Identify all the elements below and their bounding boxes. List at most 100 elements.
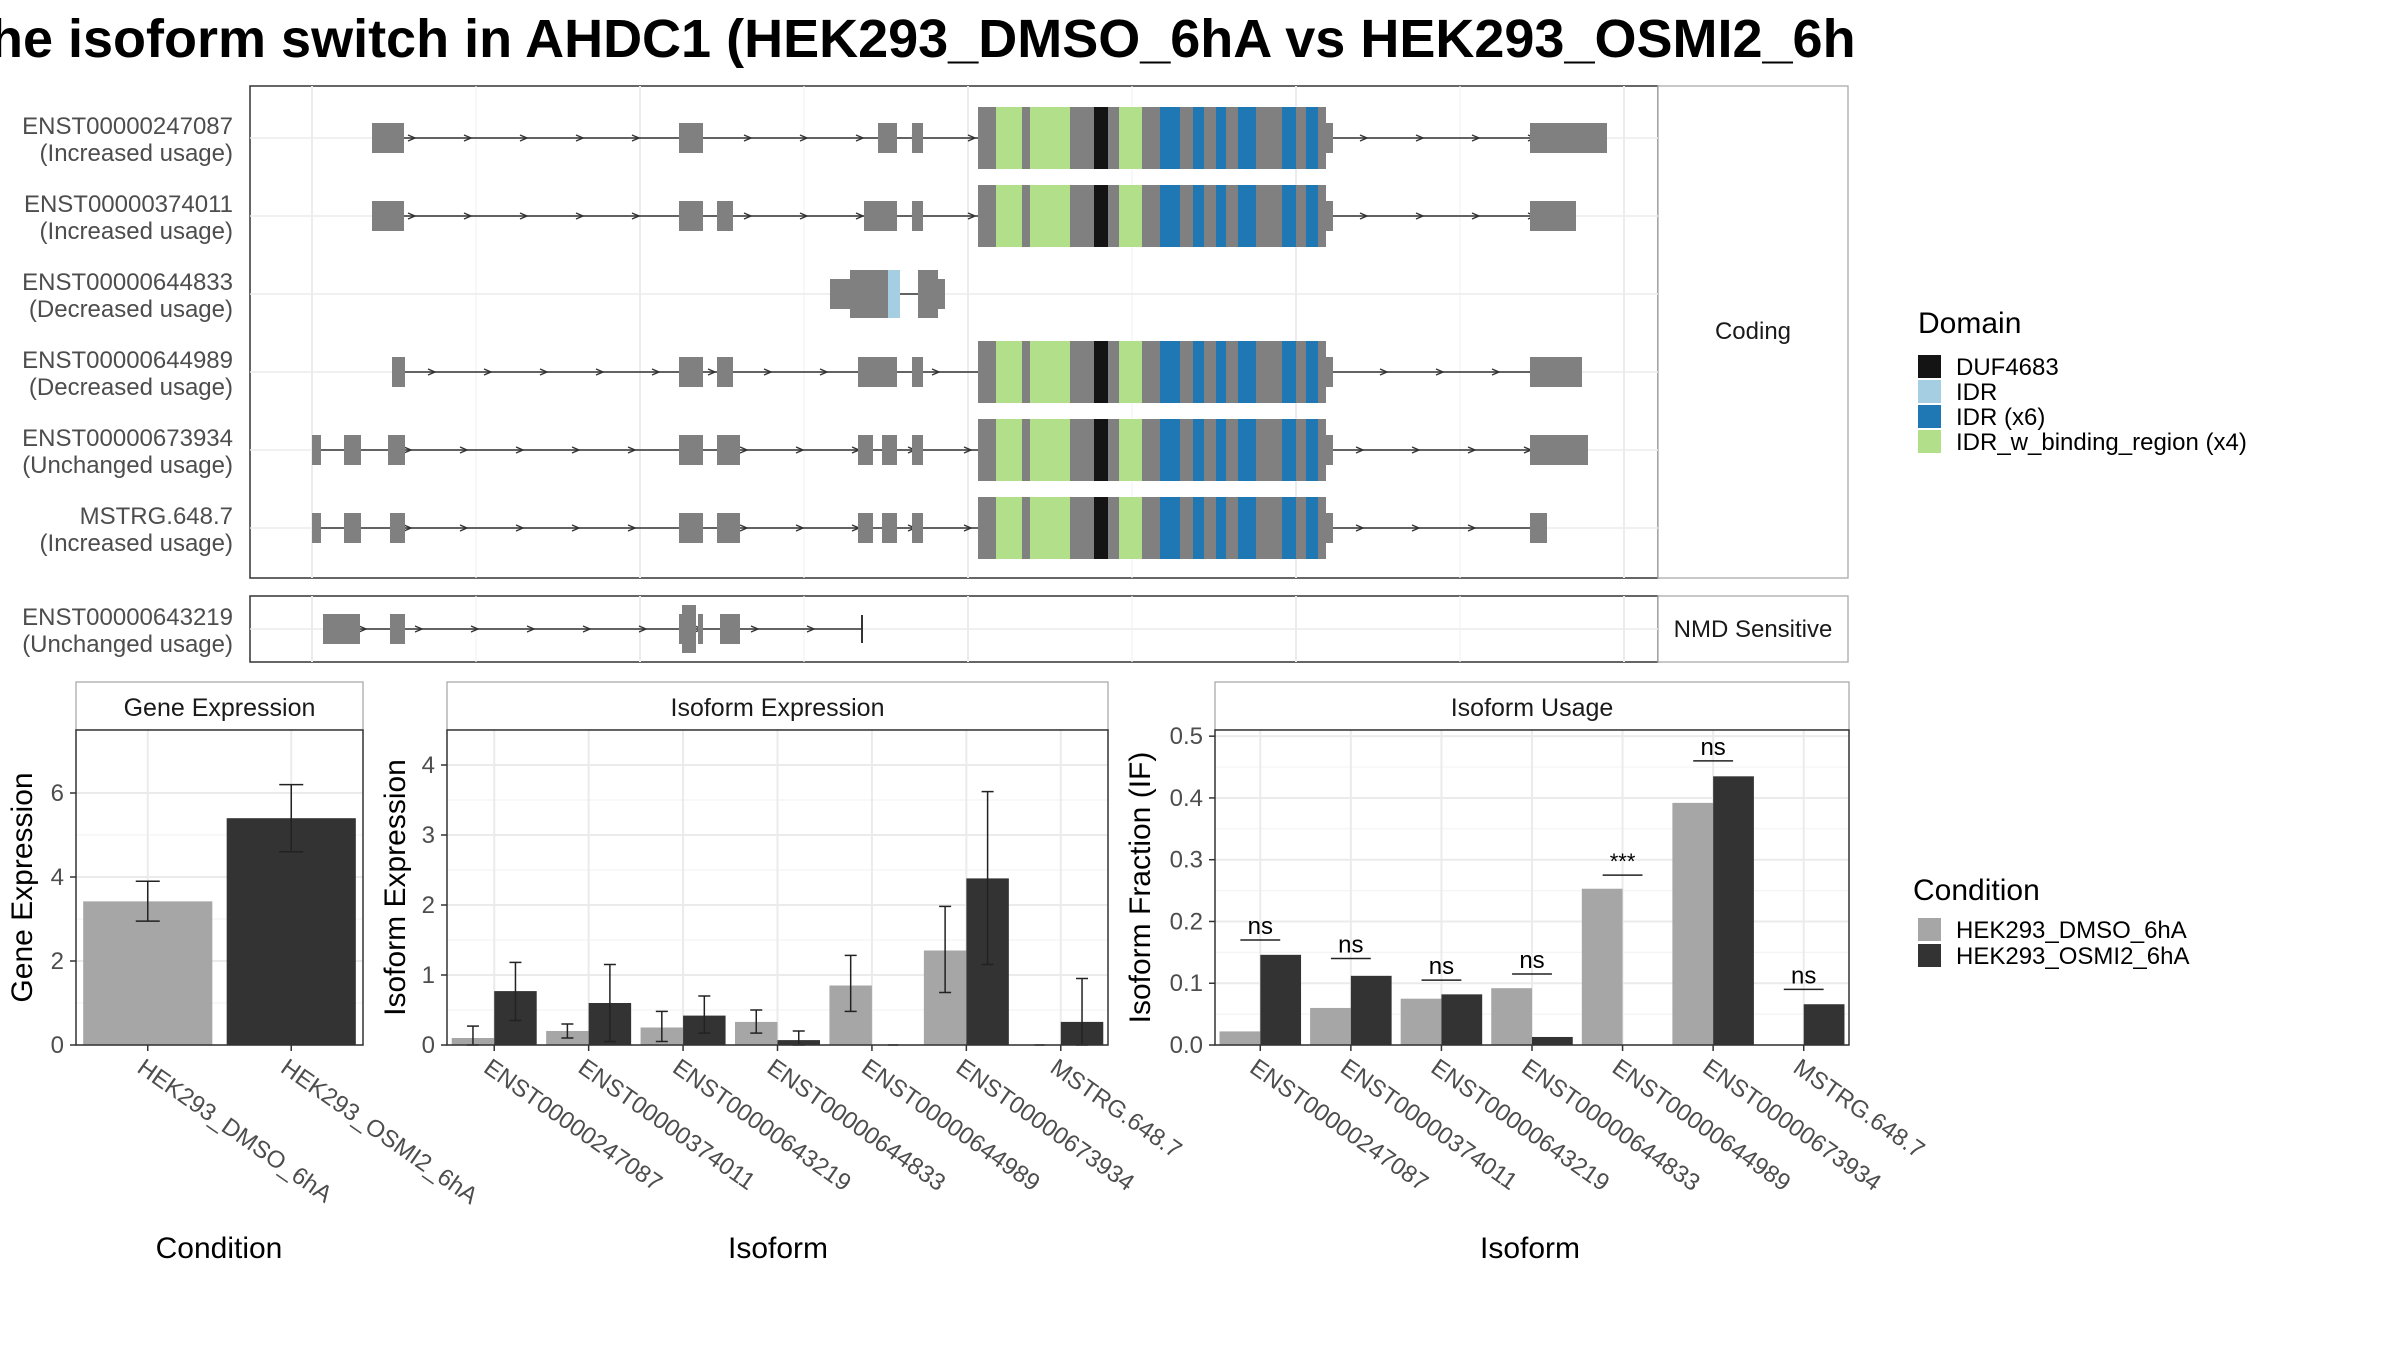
significance-label: ns bbox=[1338, 932, 1363, 959]
domain-segment bbox=[1296, 185, 1306, 247]
direction-arrow bbox=[739, 446, 749, 454]
transcript-id-label: ENST00000247087 bbox=[22, 113, 233, 140]
direction-arrow bbox=[750, 625, 760, 633]
coding-exon bbox=[682, 605, 696, 653]
domain-segment bbox=[1119, 497, 1142, 559]
x-axis-title: Isoform bbox=[728, 1232, 828, 1265]
domain-segment bbox=[1238, 341, 1256, 403]
domain-segment bbox=[1108, 107, 1119, 169]
domain-segment bbox=[1216, 107, 1226, 169]
chart-strip bbox=[75, 681, 364, 731]
direction-arrow bbox=[963, 524, 973, 532]
domain-segment bbox=[1070, 419, 1094, 481]
domain-segment bbox=[1204, 419, 1216, 481]
y-tick-label: 4 bbox=[51, 864, 64, 891]
domain-segment bbox=[996, 341, 1022, 403]
direction-arrow bbox=[459, 446, 469, 454]
domain-segment bbox=[1094, 497, 1108, 559]
bar bbox=[83, 901, 213, 1045]
domain-segment bbox=[1070, 185, 1094, 247]
domain-segment bbox=[1193, 185, 1204, 247]
direction-arrow bbox=[519, 212, 529, 220]
transcript-structure-plot: Coding NMD Sensitive ENST00000247087(Inc… bbox=[22, 85, 1849, 663]
direction-arrow bbox=[806, 625, 816, 633]
direction-arrow bbox=[1467, 446, 1477, 454]
bar bbox=[1713, 776, 1754, 1045]
significance-label: ns bbox=[1700, 734, 1725, 761]
condition-legend: Condition HEK293_DMSO_6hA HEK293_OSMI2_6… bbox=[1913, 874, 2189, 970]
domain-segment bbox=[1193, 497, 1204, 559]
domain-segment bbox=[1318, 341, 1326, 403]
direction-arrow bbox=[631, 212, 641, 220]
transcript-usage-label: (Unchanged usage) bbox=[22, 631, 233, 658]
direction-arrow bbox=[595, 368, 605, 376]
domain-segment bbox=[1180, 185, 1193, 247]
domain-segment bbox=[1216, 341, 1226, 403]
y-tick-label: 0 bbox=[422, 1032, 435, 1059]
utr-exon bbox=[912, 123, 923, 153]
domain-segment bbox=[1282, 341, 1296, 403]
chart-panel: Isoform Expression01234ENST00000247087EN… bbox=[379, 681, 1186, 1265]
bar bbox=[1260, 954, 1302, 1045]
domain-segment bbox=[1108, 497, 1119, 559]
transcript-usage-label: (Increased usage) bbox=[40, 140, 233, 167]
direction-arrow bbox=[582, 625, 592, 633]
utr-exon bbox=[858, 357, 897, 387]
domain-segment bbox=[1180, 419, 1193, 481]
bar bbox=[226, 818, 356, 1045]
domain-segment bbox=[1226, 341, 1238, 403]
legend-key-idr-binding bbox=[1918, 430, 1941, 453]
utr-exon bbox=[938, 279, 945, 309]
direction-arrow bbox=[931, 368, 941, 376]
domain-segment bbox=[1094, 419, 1108, 481]
direction-arrow bbox=[463, 134, 473, 142]
transcript-id-label: ENST00000643219 bbox=[22, 604, 233, 631]
domain-segment bbox=[1180, 107, 1193, 169]
direction-arrow bbox=[743, 134, 753, 142]
utr-exon bbox=[878, 123, 897, 153]
domain-segment bbox=[1318, 419, 1326, 481]
legend-label-duf4683: DUF4683 bbox=[1956, 354, 2059, 381]
figure-title: he isoform switch in AHDC1 (HEK293_DMSO_… bbox=[0, 9, 1856, 69]
domain-segment bbox=[1030, 107, 1070, 169]
domain-segment bbox=[1226, 107, 1238, 169]
x-axis-title: Isoform bbox=[1480, 1232, 1580, 1265]
domain-segment bbox=[1204, 497, 1216, 559]
domain-segment bbox=[978, 341, 996, 403]
utr-exon bbox=[717, 201, 733, 231]
domain-segment bbox=[978, 419, 996, 481]
y-tick-label: 6 bbox=[51, 780, 64, 807]
utr-exon bbox=[312, 435, 321, 465]
utr-exon bbox=[717, 513, 740, 543]
utr-exon bbox=[912, 513, 923, 543]
transcript-usage-label: (Increased usage) bbox=[40, 530, 233, 557]
direction-arrow bbox=[651, 368, 661, 376]
direction-arrow bbox=[1411, 524, 1421, 532]
chart-title: Isoform Usage bbox=[1451, 694, 1614, 722]
domain-segment bbox=[1030, 341, 1070, 403]
domain-segment bbox=[1030, 419, 1070, 481]
bar bbox=[1672, 802, 1714, 1045]
domain-segment bbox=[1119, 419, 1142, 481]
y-axis-title: Isoform Fraction (IF) bbox=[1124, 752, 1157, 1024]
domain-segment bbox=[1119, 341, 1142, 403]
domain-idr bbox=[888, 270, 900, 318]
domain-segment bbox=[1022, 341, 1030, 403]
utr-exon bbox=[1530, 357, 1582, 387]
direction-arrow bbox=[571, 446, 581, 454]
direction-arrow bbox=[1471, 212, 1481, 220]
domain-segment bbox=[1238, 107, 1256, 169]
direction-arrow bbox=[1359, 212, 1369, 220]
direction-arrow bbox=[799, 134, 809, 142]
transcript-usage-label: (Unchanged usage) bbox=[22, 452, 233, 479]
direction-arrow bbox=[638, 625, 648, 633]
coding-panel bbox=[249, 85, 1659, 579]
direction-arrow bbox=[1355, 446, 1365, 454]
direction-arrow bbox=[526, 625, 536, 633]
utr-exon bbox=[1326, 201, 1333, 231]
domain-segment bbox=[996, 419, 1022, 481]
chart-title: Gene Expression bbox=[124, 694, 316, 722]
direction-arrow bbox=[575, 134, 585, 142]
utr-exon bbox=[1326, 435, 1333, 465]
transcript-id-label: MSTRG.648.7 bbox=[80, 503, 233, 530]
